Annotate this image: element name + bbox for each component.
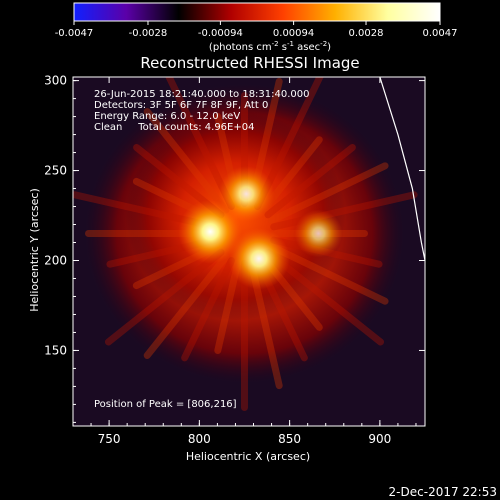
source-hotspot (294, 209, 343, 258)
annotation-line: Detectors: 3F 5F 6F 7F 8F 9F, Att 0 (94, 100, 268, 111)
y-axis: 150 200 250 300 (44, 74, 425, 423)
y-tick-label: 300 (44, 74, 67, 88)
y-axis-label: Heliocentric Y (arcsec) (28, 188, 41, 312)
y-tick-label: 250 (44, 164, 67, 178)
x-axis: 750 800 850 900 (90, 77, 417, 446)
solar-limb-line (379, 77, 425, 261)
footer-timestamp: 2-Dec-2017 22:53 (389, 485, 497, 499)
colorbar-tick-label: 0.0028 (349, 28, 384, 39)
source-hotspot (178, 199, 243, 264)
x-tick-label: 750 (98, 432, 121, 446)
colorbar-tick-label: -0.0047 (55, 28, 94, 39)
info-annotations: 26-Jun-2015 18:21:40.000 to 18:31:40.000… (94, 89, 310, 133)
colorbar-ticks: -0.0047 -0.0028 -0.00094 0.00094 0.0028 0.004… (55, 21, 458, 39)
ripple-streak (268, 243, 389, 305)
colorbar-tick-label: -0.0028 (129, 28, 168, 39)
x-axis-label: Heliocentric X (arcsec) (186, 450, 310, 463)
x-tick-label: 850 (278, 432, 301, 446)
annotation-line: Energy Range: 6.0 - 12.0 keV (94, 111, 240, 122)
ripple-streak (143, 108, 230, 214)
y-tick-label: 200 (44, 253, 67, 267)
colorbar-unit-label: (photons cm-2 s-1 asec-2) (209, 40, 331, 53)
source-hotspot (218, 165, 275, 222)
ripple-streak (264, 143, 356, 219)
heatmap-image (73, 77, 425, 426)
colorbar (73, 2, 441, 22)
annotation-line: Clean Total counts: 4.96E+04 (94, 122, 254, 133)
colorbar-tick-label: -0.00094 (198, 28, 243, 39)
colorbar-tick-label: 0.00094 (273, 28, 314, 39)
peak-position-text: Position of Peak = [806,216] (94, 399, 237, 410)
x-tick-label: 900 (368, 432, 391, 446)
source-hotspots (178, 165, 343, 290)
ripple-streak (143, 253, 230, 359)
ripple-streak (268, 162, 389, 224)
ripple-streak (214, 259, 242, 355)
colorbar-tick-label: 0.0047 (423, 28, 458, 39)
ripple-streak (181, 257, 235, 362)
annotation-line: 26-Jun-2015 18:21:40.000 to 18:31:40.000 (94, 89, 310, 100)
chart-title: Reconstructed RHESSI Image (140, 54, 359, 72)
plot-frame (72, 76, 426, 427)
ripple-streak (270, 191, 418, 231)
source-hotspot (228, 227, 290, 290)
y-tick-label: 150 (44, 343, 67, 357)
x-tick-label: 800 (188, 432, 211, 446)
ripple-streak (104, 248, 225, 346)
